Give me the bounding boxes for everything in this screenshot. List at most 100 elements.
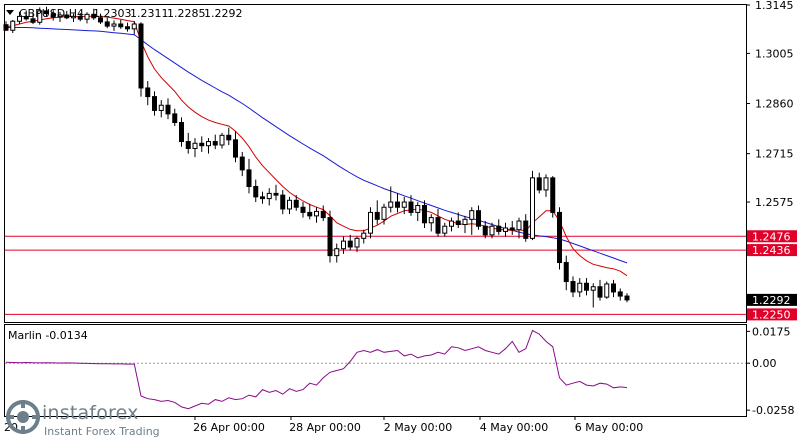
candle: [307, 203, 313, 220]
candle-body: [320, 210, 326, 219]
price-tick-label: 1.2715: [755, 148, 794, 161]
candle: [341, 236, 346, 254]
candle-body: [476, 210, 481, 227]
candle: [381, 203, 387, 225]
candle: [300, 202, 306, 218]
price-tick-label: 1.3005: [755, 47, 794, 60]
candle: [327, 210, 333, 263]
candle-body: [449, 220, 454, 227]
candle: [428, 214, 434, 232]
candle: [320, 205, 326, 222]
candle-body: [496, 225, 502, 232]
current-price-tag: [747, 293, 797, 306]
candle: [273, 184, 279, 201]
time-label: 4 May 00:00: [480, 421, 548, 434]
candle-body: [435, 217, 441, 234]
candle-body: [590, 286, 596, 291]
candle: [543, 174, 549, 197]
candle-body: [536, 177, 542, 191]
candle: [138, 22, 144, 97]
candle: [469, 207, 475, 235]
candle: [442, 222, 448, 237]
candle: [158, 100, 164, 118]
ohlc-high: 1.2311: [130, 7, 169, 20]
candle: [617, 288, 623, 301]
indicator-tick-label: 0.0175: [752, 325, 791, 338]
candle: [71, 13, 76, 22]
candle-body: [604, 283, 610, 298]
candle-body: [550, 177, 556, 213]
candle: [577, 278, 583, 298]
candle-body: [354, 237, 360, 248]
candle-body: [374, 211, 380, 220]
time-label: 6 May 00:00: [575, 421, 643, 434]
candle: [50, 10, 56, 21]
level-price-label: 1.2476: [752, 230, 791, 243]
candle-body: [455, 220, 461, 226]
candle-body: [428, 217, 434, 224]
candle: [449, 217, 454, 232]
candle: [212, 134, 218, 150]
candle-body: [260, 196, 265, 200]
candle-body: [152, 96, 157, 111]
candles-group: 1.2292: [3, 6, 797, 308]
ohlc-close: 1.2292: [204, 7, 243, 20]
candle-body: [158, 104, 164, 111]
candle: [118, 19, 124, 29]
candle-body: [570, 281, 576, 293]
candle: [192, 138, 198, 158]
candle-body: [172, 113, 178, 124]
candle: [131, 21, 137, 35]
candle-body: [165, 104, 171, 115]
candle-body: [91, 13, 97, 19]
candle: [10, 19, 16, 34]
candle: [111, 20, 117, 31]
watermark-tagline: Instant Forex Trading: [44, 425, 160, 438]
candle-body: [361, 232, 367, 239]
candle: [361, 229, 367, 244]
candle-body: [219, 134, 225, 146]
candle-body: [408, 201, 414, 213]
candle: [179, 117, 184, 147]
candle-body: [118, 23, 124, 28]
time-label: 26 Apr 00:00: [193, 421, 265, 434]
candle: [334, 243, 340, 263]
candle-body: [23, 15, 29, 20]
candle-body: [199, 142, 205, 147]
candle-body: [111, 23, 117, 27]
price-tick-label: 1.2860: [755, 98, 794, 111]
candle-body: [138, 23, 144, 89]
price-tick-label: 1.2575: [755, 196, 794, 209]
candle-body: [280, 194, 286, 210]
candle-body: [179, 122, 184, 143]
candle-body: [388, 201, 394, 208]
candle-body: [293, 199, 299, 208]
time-axis: 20 26 Apr 00:00 28 Apr 00:00 2 May 00:00 4 M…: [4, 416, 643, 434]
candle: [206, 138, 211, 154]
candle: [185, 132, 191, 154]
candle: [98, 13, 103, 25]
candle: [219, 132, 225, 149]
candle: [104, 17, 110, 29]
candle-body: [381, 206, 387, 220]
candle-body: [212, 141, 218, 146]
candle-body: [563, 262, 569, 283]
candle-body: [469, 210, 475, 220]
candle: [489, 222, 495, 239]
chart-symbol-title: GBPUSD,H4: [19, 7, 84, 20]
candle-body: [489, 225, 495, 236]
candle-body: [10, 20, 16, 31]
candle: [536, 172, 542, 194]
candle-body: [104, 21, 110, 27]
dropdown-triangle-icon[interactable]: [6, 10, 14, 15]
candle-body: [192, 142, 198, 149]
instaforex-logo-icon: [6, 400, 40, 434]
watermark-brand: instaforex: [42, 402, 139, 424]
candle: [239, 151, 245, 177]
candle: [476, 205, 481, 230]
candle: [584, 278, 589, 296]
indicator-axis: 0.0175 0.00 -0.0258: [746, 325, 794, 417]
marlin-line: [5, 329, 628, 410]
